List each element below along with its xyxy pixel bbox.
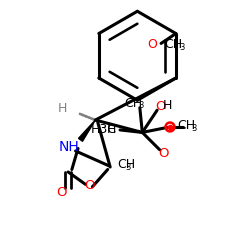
- Text: H: H: [58, 102, 67, 116]
- Text: ⊙: ⊙: [164, 120, 176, 134]
- Text: 3: 3: [125, 162, 130, 172]
- Text: 3: 3: [138, 101, 144, 110]
- Text: O: O: [84, 179, 94, 192]
- Text: NH: NH: [59, 140, 80, 154]
- Text: 3: 3: [180, 43, 185, 52]
- Text: H: H: [162, 99, 172, 112]
- Text: 3: 3: [192, 124, 197, 133]
- Text: CH: CH: [124, 97, 143, 110]
- Text: CH: CH: [164, 38, 182, 51]
- Text: O: O: [156, 100, 166, 113]
- Text: CH: CH: [118, 158, 136, 171]
- Text: H3C: H3C: [90, 124, 116, 136]
- Text: O: O: [158, 147, 168, 160]
- Text: CH: CH: [178, 119, 196, 132]
- Text: O: O: [57, 186, 67, 200]
- Text: O: O: [148, 38, 157, 51]
- Text: H: H: [107, 124, 116, 136]
- Polygon shape: [78, 120, 95, 141]
